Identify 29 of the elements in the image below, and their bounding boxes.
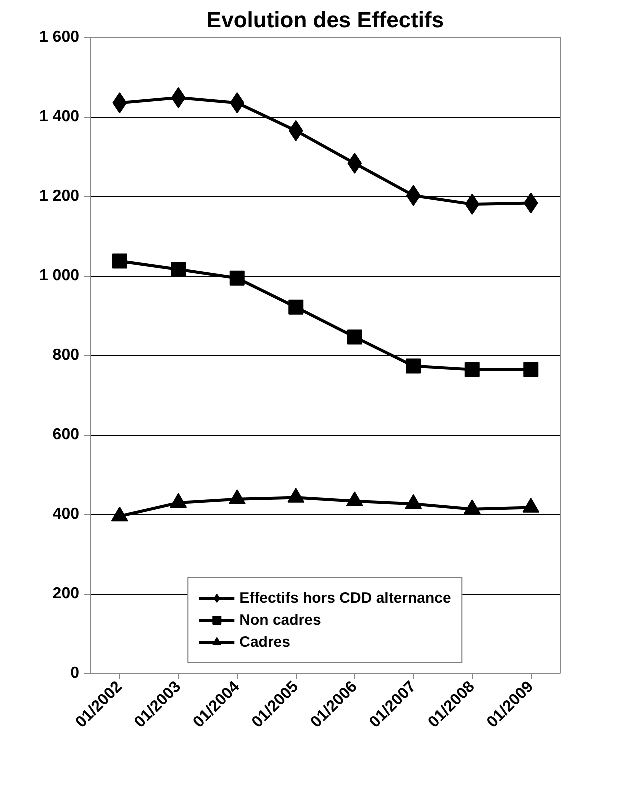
legend-label: Cadres: [240, 634, 290, 650]
point: [228, 490, 246, 505]
point: [522, 498, 540, 513]
point: [405, 494, 422, 510]
y-tick-label: 1 600: [39, 29, 80, 46]
point: [346, 492, 364, 506]
point: [171, 262, 186, 278]
point: [406, 358, 422, 374]
point: [347, 330, 362, 345]
point: [464, 500, 481, 514]
point: [230, 270, 245, 286]
legend-label: Effectifs hors CDD alternance: [240, 590, 452, 606]
point: [170, 493, 188, 508]
point: [288, 488, 305, 503]
y-tick-label: 800: [52, 347, 80, 364]
point: [288, 300, 304, 315]
point: [464, 362, 480, 378]
point: [524, 362, 539, 378]
y-tick-label: 200: [52, 586, 80, 602]
legend-label: Non cadres: [240, 612, 322, 628]
y-tick-label: 400: [52, 506, 80, 523]
y-tick-label: 600: [52, 426, 80, 444]
chart-title: Evolution des Effectifs: [206, 8, 444, 32]
point: [111, 506, 128, 522]
y-tick-label: 0: [70, 665, 80, 682]
y-tick-label: 1 200: [39, 188, 80, 205]
y-tick-label: 1 400: [39, 108, 80, 126]
point: [112, 254, 128, 269]
y-tick-label: 1 000: [39, 268, 80, 284]
